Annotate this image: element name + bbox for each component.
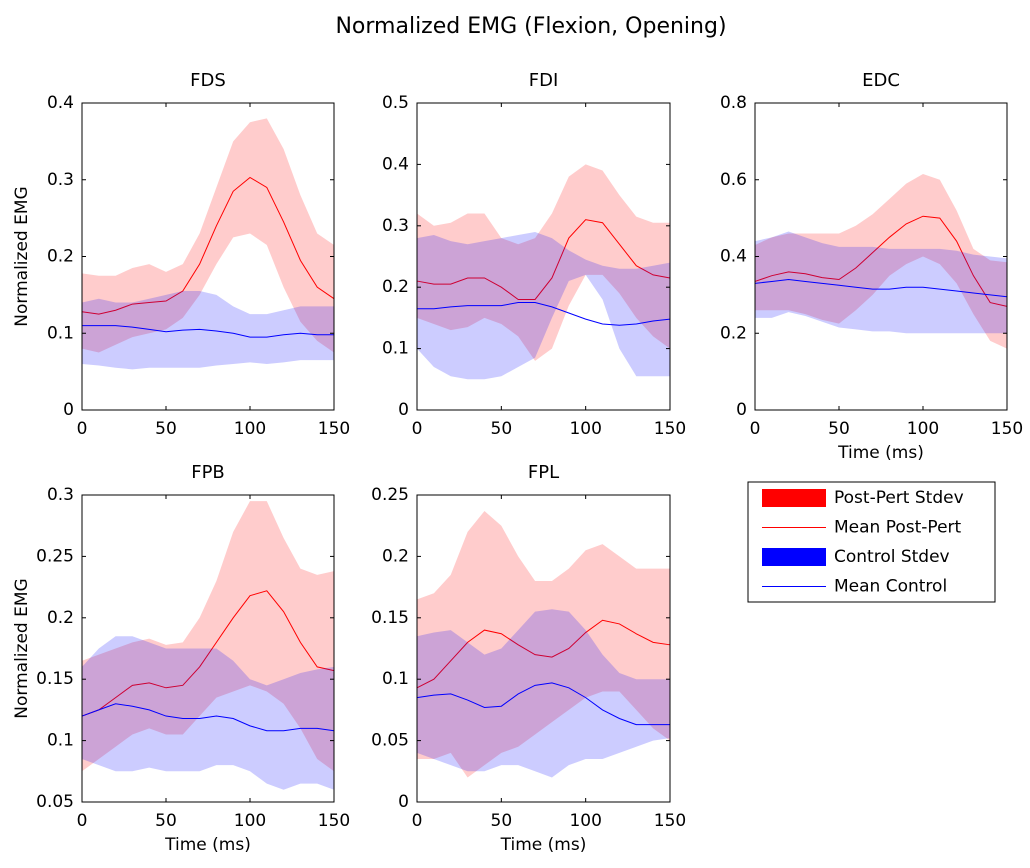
y-tick-label: 0.1	[382, 339, 409, 359]
y-tick-label: 0.3	[47, 170, 74, 190]
legend-patch	[762, 489, 826, 507]
mean-line	[754, 215, 1008, 307]
mean-line	[416, 682, 670, 726]
y-tick-label: 0	[398, 792, 409, 812]
stdev-band	[82, 118, 334, 353]
y-tick-label: 0.1	[47, 731, 74, 751]
x-tick-label: 100	[907, 419, 939, 439]
subplot-title: EDC	[862, 70, 900, 91]
x-tick-label: 150	[991, 419, 1023, 439]
y-tick-label: 0.2	[382, 277, 409, 297]
y-tick-label: 0	[63, 400, 74, 420]
legend-label: Post-Pert Stdev	[834, 488, 964, 508]
plot-area	[755, 103, 1007, 410]
legend-label: Mean Control	[834, 577, 947, 597]
subplot-title: FPL	[528, 462, 559, 483]
plot-area	[417, 103, 670, 410]
plot-area	[82, 495, 334, 802]
x-tick-label: 0	[77, 419, 88, 439]
x-tick-label: 0	[750, 419, 761, 439]
axes-frame	[416, 494, 671, 803]
y-tick-label: 0.3	[382, 216, 409, 236]
mean-line	[81, 590, 335, 717]
x-axis-label: Time (ms)	[837, 443, 924, 463]
stdev-band	[755, 231, 1007, 334]
y-tick-label: 0.05	[371, 731, 409, 751]
x-tick-label: 150	[654, 419, 686, 439]
plot-area	[82, 103, 334, 410]
y-tick-label: 0.05	[36, 792, 74, 812]
y-tick-label: 0.25	[371, 485, 409, 505]
x-axis-label: Time (ms)	[500, 835, 587, 855]
axes-frame	[81, 494, 335, 803]
x-tick-label: 0	[412, 811, 423, 831]
stdev-band	[417, 164, 670, 361]
y-tick-label: 0.2	[47, 608, 74, 628]
mean-line	[754, 279, 1008, 298]
x-tick-label: 50	[155, 811, 177, 831]
y-tick-label: 0.8	[720, 93, 747, 113]
subplot-title: FDI	[529, 70, 559, 91]
stdev-band	[417, 510, 670, 778]
y-tick-label: 0.4	[47, 93, 74, 113]
x-tick-label: 100	[234, 419, 266, 439]
y-tick-label: 0.2	[382, 546, 409, 566]
subplot-title: FDS	[190, 70, 226, 91]
x-tick-label: 100	[569, 419, 601, 439]
mean-line	[416, 619, 671, 689]
mean-line	[81, 176, 335, 315]
subplot: 0 0.05 0.1 0.15 0.2 0.25 0 50 100 150 FPL Time (ms)	[371, 462, 686, 855]
x-tick-label: 50	[491, 419, 513, 439]
y-tick-label: 0	[736, 400, 747, 420]
x-tick-label: 0	[77, 811, 88, 831]
subplot: 0 0.1 0.2 0.3 0.4 0.5 0 50 100 150 FDI	[382, 70, 686, 439]
y-tick-label: 0.15	[36, 669, 74, 689]
y-tick-label: 0.4	[382, 154, 409, 174]
x-axis-label: Time (ms)	[164, 835, 251, 855]
y-axis-label: Normalized EMG	[12, 578, 32, 718]
x-tick-label: 50	[828, 419, 850, 439]
legend-label: Control Stdev	[834, 547, 950, 567]
y-tick-label: 0.4	[720, 247, 747, 267]
x-tick-label: 50	[155, 419, 177, 439]
y-tick-label: 0.2	[720, 323, 747, 343]
mean-line	[417, 302, 671, 326]
x-tick-label: 0	[412, 419, 423, 439]
subplot: 0 0.1 0.2 0.3 0.4 0 50 100 150 FDS Normalized EMG	[12, 70, 350, 439]
stdev-band	[755, 173, 1007, 349]
y-tick-label: 0.5	[382, 93, 409, 113]
y-tick-label: 0	[398, 400, 409, 420]
stdev-band	[82, 501, 334, 772]
figure-title: Normalized EMG (Flexion, Opening)	[335, 14, 726, 39]
x-tick-label: 100	[234, 811, 266, 831]
y-tick-label: 0.2	[47, 247, 74, 267]
x-tick-label: 150	[318, 811, 350, 831]
y-axis-label: Normalized EMG	[12, 186, 32, 326]
mean-line	[82, 325, 334, 338]
plot-area	[417, 495, 670, 802]
x-tick-label: 150	[318, 419, 350, 439]
stdev-band	[82, 636, 334, 790]
axes-frame	[416, 102, 671, 411]
x-tick-label: 100	[569, 811, 601, 831]
stdev-band	[417, 231, 670, 380]
y-tick-label: 0.15	[371, 608, 409, 628]
x-tick-label: 150	[654, 811, 686, 831]
mean-line	[416, 219, 671, 300]
subplot-title: FPB	[191, 462, 225, 483]
legend-label: Mean Post-Pert	[834, 518, 962, 538]
stdev-band	[417, 609, 670, 778]
y-tick-label: 0.3	[47, 485, 74, 505]
legend-patch	[762, 548, 826, 566]
y-tick-label: 0.25	[36, 546, 74, 566]
mean-line	[81, 703, 335, 732]
y-tick-label: 0.1	[47, 323, 74, 343]
x-tick-label: 50	[491, 811, 513, 831]
subplot: 0 0.2 0.4 0.6 0.8 0 50 100 150 EDC Time (ms)	[720, 70, 1023, 463]
y-tick-label: 0.1	[382, 669, 409, 689]
y-tick-label: 0.6	[720, 170, 747, 190]
subplot: 0.05 0.1 0.15 0.2 0.25 0.3 0 50 100 150 FPB Time (m…	[12, 462, 350, 855]
